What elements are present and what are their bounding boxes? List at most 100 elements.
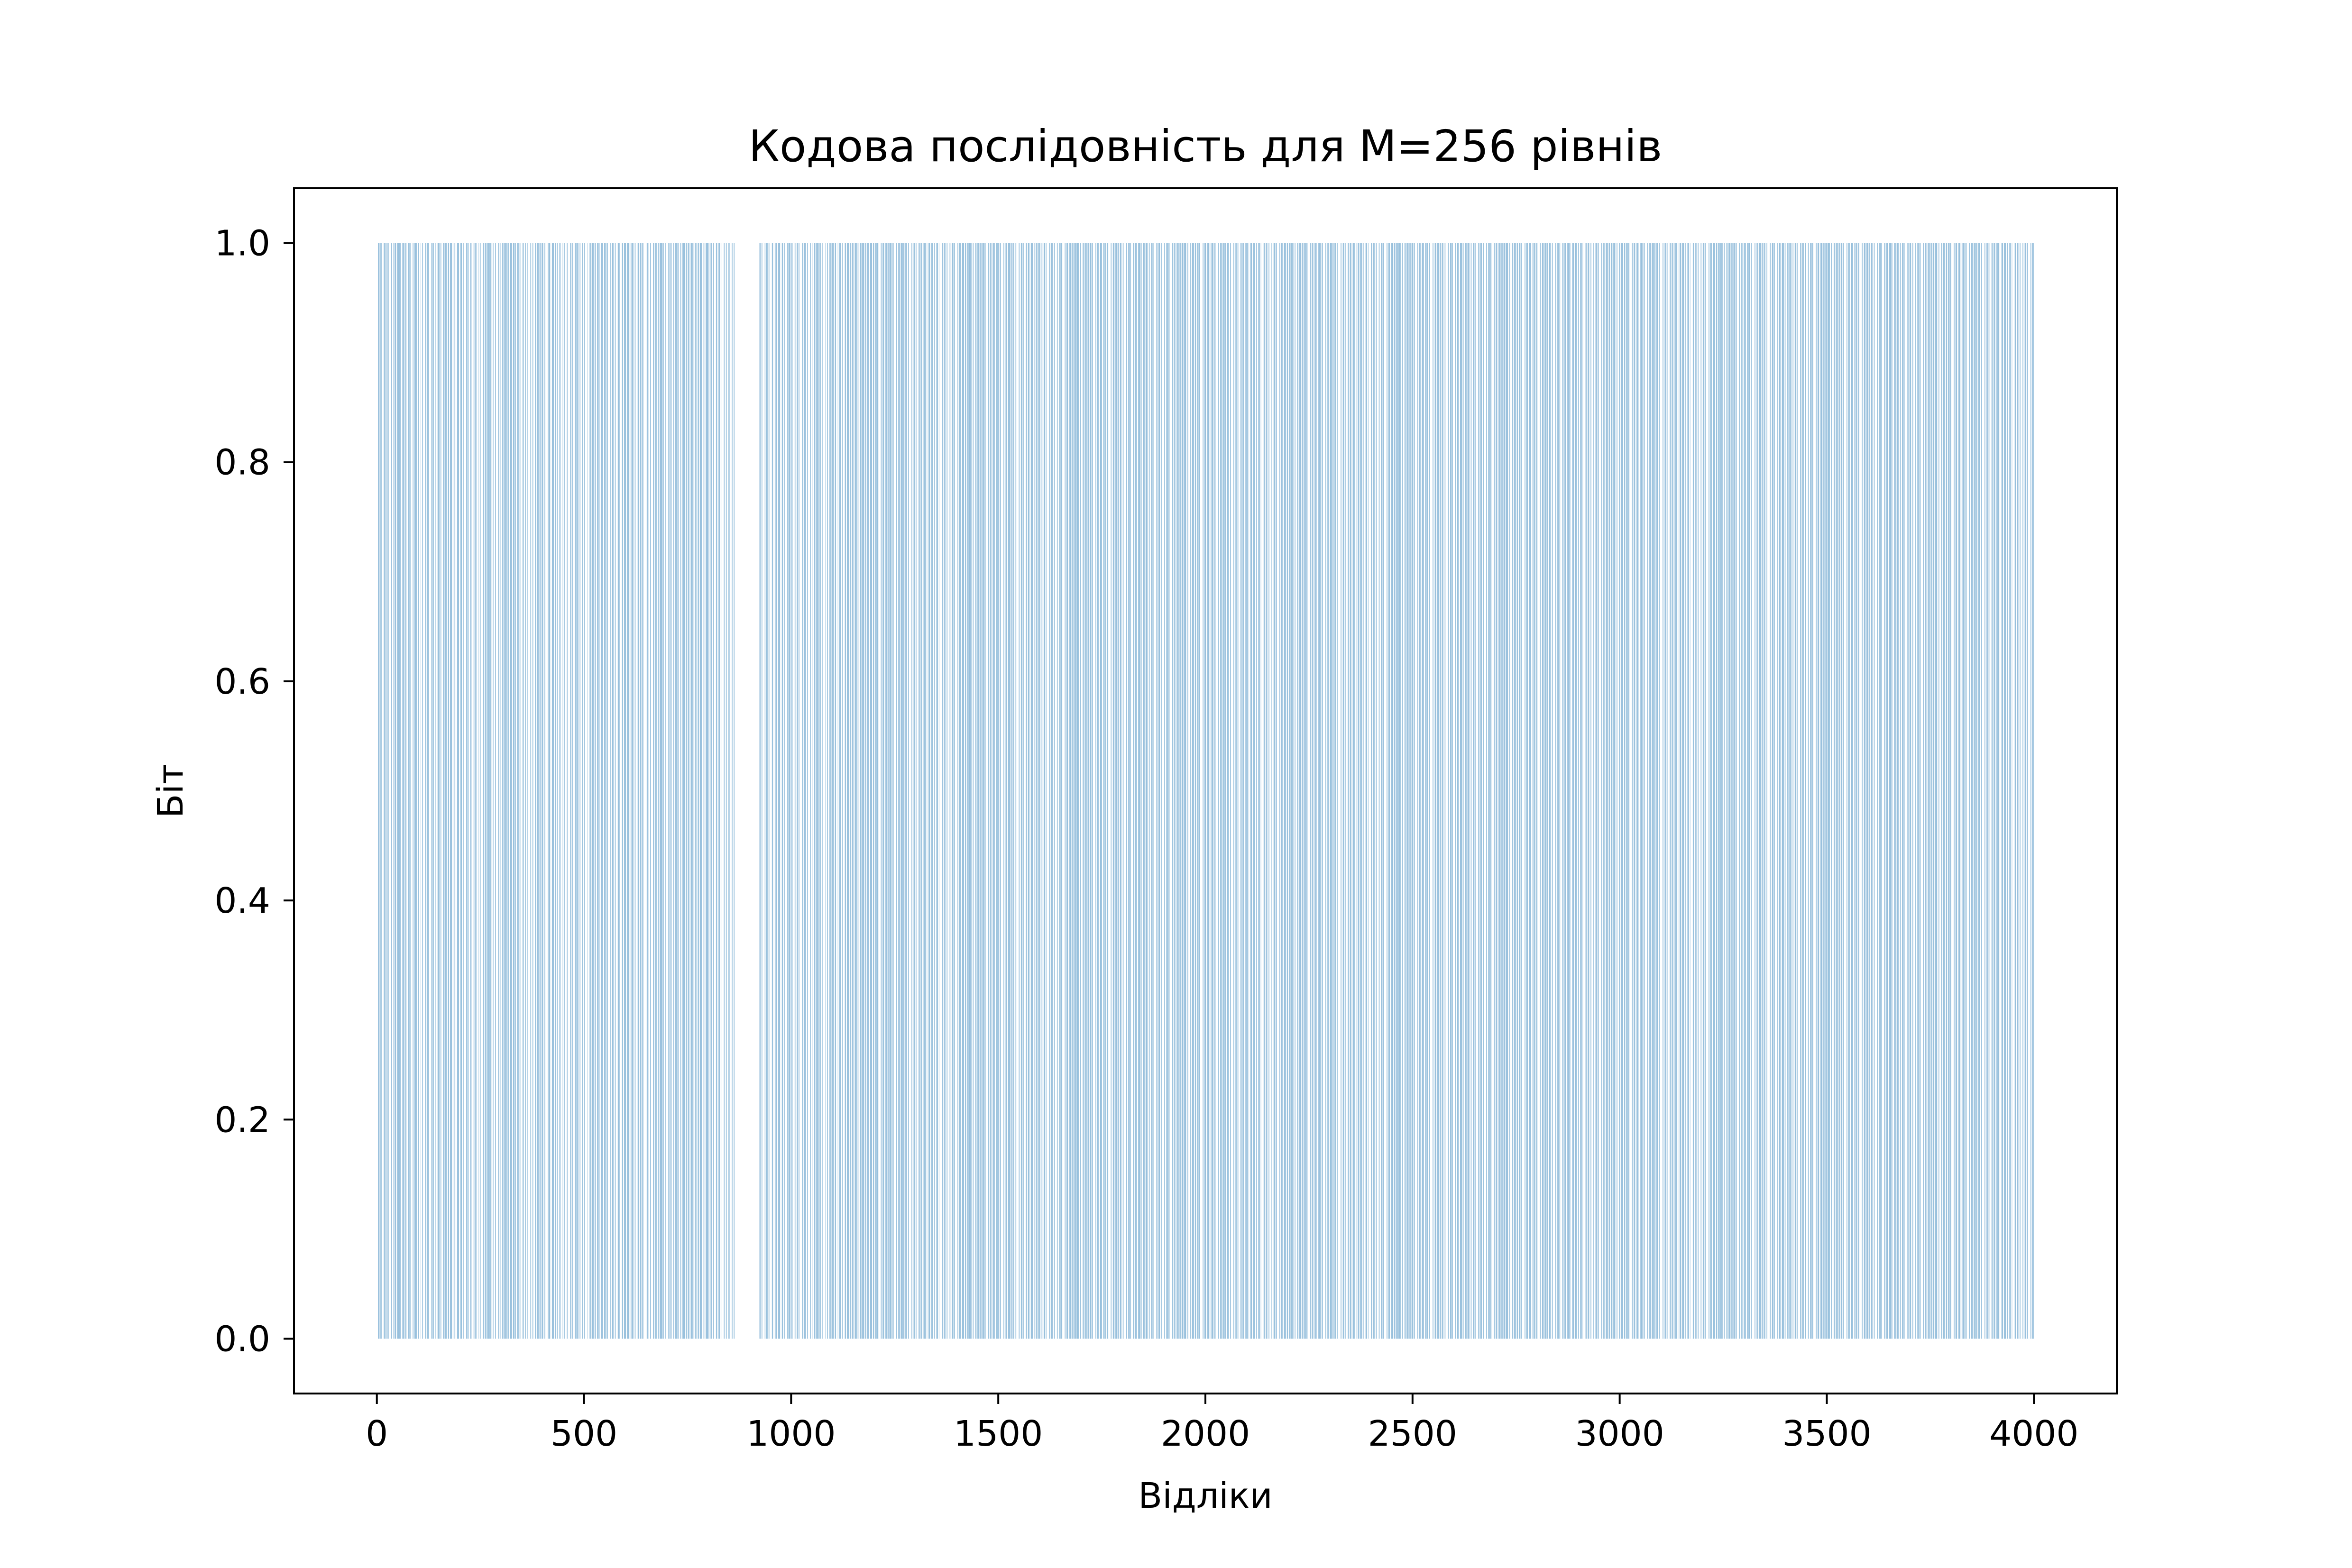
bar (598, 243, 599, 1339)
bar (1305, 243, 1306, 1339)
bar (856, 243, 857, 1339)
bar (1762, 243, 1763, 1339)
bar (1376, 243, 1377, 1339)
bar (1175, 243, 1176, 1339)
bar (1478, 243, 1479, 1339)
bar (1271, 243, 1272, 1339)
bar (1215, 243, 1216, 1339)
bar (2025, 243, 2026, 1339)
bar (1193, 243, 1194, 1339)
bar (1422, 243, 1423, 1339)
bar (1959, 243, 1960, 1339)
bar (1199, 243, 1200, 1339)
bar (696, 243, 697, 1339)
bar (820, 243, 821, 1339)
bar (1258, 243, 1259, 1339)
bar (1400, 243, 1401, 1339)
bar (1858, 243, 1859, 1339)
bar (1933, 243, 1934, 1339)
bar (1675, 243, 1676, 1339)
bar (842, 243, 843, 1339)
bar (1185, 243, 1186, 1339)
bar (1281, 243, 1282, 1339)
bar (684, 243, 685, 1339)
bar (1420, 243, 1421, 1339)
bar (832, 243, 833, 1339)
bar (1116, 243, 1117, 1339)
bars-layer (378, 243, 2034, 1339)
bar (1389, 243, 1390, 1339)
bar (1045, 243, 1046, 1339)
bar (610, 243, 611, 1339)
bar (852, 243, 853, 1339)
bar (627, 243, 628, 1339)
bar (1146, 243, 1147, 1339)
bar (1422, 243, 1423, 1339)
bar (1936, 243, 1937, 1339)
bar (544, 243, 545, 1339)
bar (1578, 243, 1579, 1339)
bar (1381, 243, 1382, 1339)
bar (1593, 243, 1594, 1339)
bar (1151, 243, 1152, 1339)
bar (1499, 243, 1500, 1339)
bar (802, 243, 803, 1339)
bar (628, 243, 629, 1339)
bar (1379, 243, 1380, 1339)
bar (387, 243, 388, 1339)
bar (1268, 243, 1269, 1339)
bar (1638, 243, 1639, 1339)
bar (1612, 243, 1613, 1339)
bar (1038, 243, 1039, 1339)
bar (1632, 243, 1633, 1339)
bar (435, 243, 436, 1339)
bar (1337, 243, 1338, 1339)
bar (1787, 243, 1788, 1339)
bar (1978, 243, 1979, 1339)
bar (877, 243, 878, 1339)
bar (1948, 243, 1949, 1339)
bar (1489, 243, 1490, 1339)
bar (840, 243, 841, 1339)
bar (1747, 243, 1748, 1339)
bar (1396, 243, 1397, 1339)
bar (1101, 243, 1102, 1339)
bar (538, 243, 539, 1339)
bar (655, 243, 656, 1339)
bar (858, 243, 859, 1339)
bar (1236, 243, 1237, 1339)
bar (1828, 243, 1829, 1339)
bar (1674, 243, 1675, 1339)
bar (1941, 243, 1942, 1339)
bar (1159, 243, 1160, 1339)
bar (1009, 243, 1010, 1339)
bar (944, 243, 945, 1339)
bar (1052, 243, 1053, 1339)
bar (1221, 243, 1222, 1339)
bar (963, 243, 964, 1339)
bar (1659, 243, 1660, 1339)
bar (1622, 243, 1623, 1339)
bar (1504, 243, 1505, 1339)
bar (954, 243, 955, 1339)
bar (1335, 243, 1336, 1339)
bar (1353, 243, 1354, 1339)
bar (1090, 243, 1091, 1339)
bar (675, 243, 676, 1339)
bar (1971, 243, 1972, 1339)
bar (502, 243, 503, 1339)
bar (1826, 243, 1827, 1339)
bar (1573, 243, 1574, 1339)
bar (1227, 243, 1228, 1339)
bar (1224, 243, 1225, 1339)
bar (1395, 243, 1396, 1339)
bar (1871, 243, 1872, 1339)
bar (379, 243, 380, 1339)
bar (1852, 243, 1853, 1339)
bar (925, 243, 926, 1339)
bar (1874, 243, 1875, 1339)
bar (1642, 243, 1643, 1339)
bar (791, 243, 792, 1339)
bar (1821, 243, 1822, 1339)
bar (1144, 243, 1145, 1339)
